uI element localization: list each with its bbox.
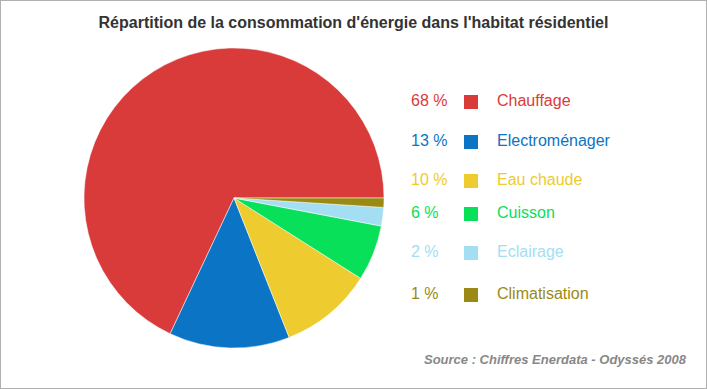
svg-text:1 %: 1 % xyxy=(411,285,439,302)
svg-text:10 %: 10 % xyxy=(411,171,447,188)
svg-text:Cuisson: Cuisson xyxy=(497,204,555,221)
svg-text:Répartition de la consommation: Répartition de la consommation d'énergie… xyxy=(99,14,609,31)
svg-text:Chauffage: Chauffage xyxy=(497,92,571,109)
svg-text:Source : Chiffres Enerdata - O: Source : Chiffres Enerdata - Odyssés 200… xyxy=(424,352,687,367)
svg-text:13 %: 13 % xyxy=(411,132,447,149)
svg-text:Electroménager: Electroménager xyxy=(497,132,611,149)
svg-text:6 %: 6 % xyxy=(411,204,439,221)
svg-text:2 %: 2 % xyxy=(411,243,439,260)
svg-text:Eau chaude: Eau chaude xyxy=(497,171,583,188)
svg-text:68 %: 68 % xyxy=(411,92,447,109)
svg-text:Climatisation: Climatisation xyxy=(497,285,589,302)
svg-text:Eclairage: Eclairage xyxy=(497,243,564,260)
